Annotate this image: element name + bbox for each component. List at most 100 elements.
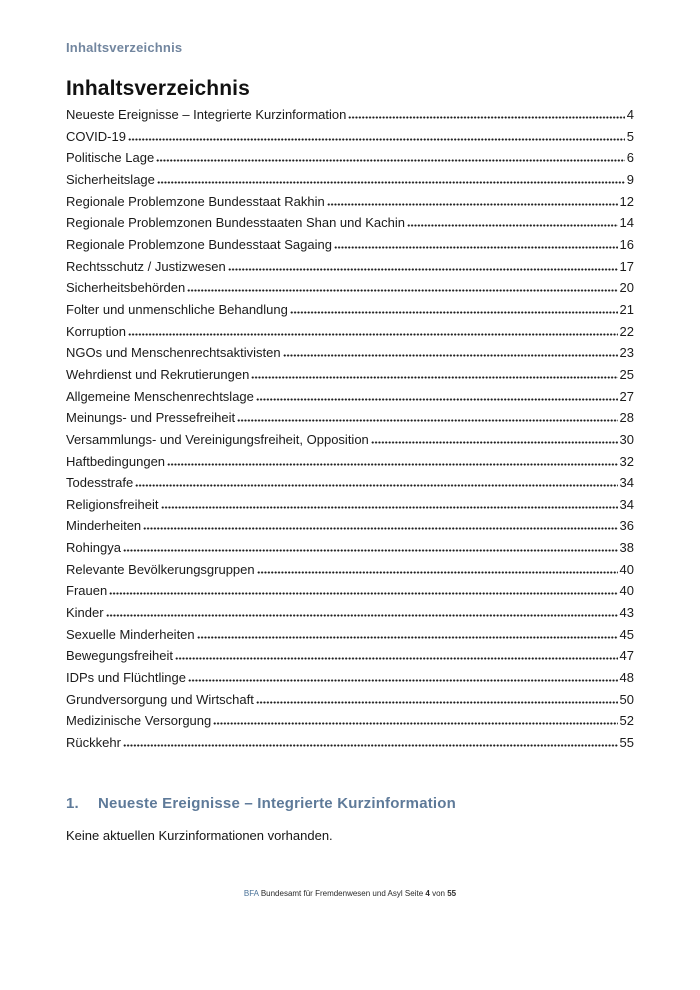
toc-entry-page: 17: [619, 258, 634, 274]
toc-entry[interactable]: IDPs und Flüchtlinge 48: [66, 670, 634, 692]
toc-entry-label: Sicherheitslage: [66, 171, 155, 187]
toc-entry[interactable]: Rückkehr 55: [66, 735, 634, 757]
toc-entry[interactable]: Neueste Ereignisse – Integrierte Kurzinf…: [66, 107, 634, 129]
toc-entry-page: 34: [619, 496, 634, 512]
toc-entry-label: Allgemeine Menschenrechtslage: [66, 388, 254, 404]
toc-entry-page: 55: [619, 735, 634, 751]
footer-page-total: 55: [447, 889, 457, 898]
toc-entry-label: Medizinische Versorgung: [66, 713, 212, 729]
section-number: 1.: [66, 795, 79, 812]
toc-entry-label: Todesstrafe: [66, 475, 134, 491]
toc-dot-leader: [174, 657, 618, 661]
toc-entry[interactable]: Relevante Bevölkerungsgruppen 40: [66, 562, 634, 584]
toc-entry[interactable]: Wehrdienst und Rekrutierungen 25: [66, 367, 634, 389]
toc-entry-label: COVID-19: [66, 128, 126, 144]
toc-entry[interactable]: Korruption 22: [66, 324, 634, 346]
toc-dot-leader: [122, 549, 618, 553]
toc-dot-leader: [156, 159, 625, 163]
toc-entry[interactable]: Sexuelle Minderheiten 45: [66, 627, 634, 649]
toc-entry-label: Folter und unmenschliche Behandlung: [66, 301, 288, 317]
toc-entry-page: 45: [619, 626, 634, 642]
toc-entry-page: 40: [619, 561, 634, 577]
toc-entry-label: NGOs und Menschenrechtsaktivisten: [66, 345, 281, 361]
toc-entry-label: Haftbedingungen: [66, 453, 166, 469]
toc-dot-leader: [255, 397, 618, 401]
toc-entry-label: Kinder: [66, 605, 104, 621]
body-text: Keine aktuellen Kurzinformationen vorhan…: [66, 828, 333, 843]
toc-dot-leader: [105, 614, 618, 618]
toc-entry-label: Neueste Ereignisse – Integrierte Kurzinf…: [66, 107, 347, 122]
toc-entry[interactable]: Allgemeine Menschenrechtslage 27: [66, 389, 634, 411]
toc-entry[interactable]: Sicherheitsbehörden 20: [66, 280, 634, 302]
toc-entry[interactable]: NGOs und Menschenrechtsaktivisten 23: [66, 345, 634, 367]
toc-dot-leader: [187, 289, 618, 293]
toc-entry-page: 16: [619, 236, 634, 252]
toc-entry-label: Rückkehr: [66, 735, 121, 751]
toc-entry[interactable]: Regionale Problemzonen Bundesstaaten Sha…: [66, 215, 634, 237]
toc-entry-page: 4: [626, 107, 634, 122]
toc-dot-leader: [256, 570, 618, 574]
toc-entry-page: 30: [619, 431, 634, 447]
toc-entry[interactable]: COVID-19 5: [66, 129, 634, 151]
toc-entry-page: 32: [619, 453, 634, 469]
table-of-contents: Neueste Ereignisse – Integrierte Kurzinf…: [66, 107, 634, 757]
running-header: Inhaltsverzeichnis: [66, 40, 183, 55]
toc-dot-leader: [213, 722, 618, 726]
toc-entry-page: 38: [619, 540, 634, 556]
toc-entry[interactable]: Regionale Problemzone Bundesstaat Sagain…: [66, 237, 634, 259]
footer-page-label: Seite: [404, 889, 424, 898]
toc-entry[interactable]: Regionale Problemzone Bundesstaat Rakhin…: [66, 194, 634, 216]
toc-entry[interactable]: Religionsfreiheit 34: [66, 497, 634, 519]
toc-entry-page: 23: [619, 345, 634, 361]
toc-entry[interactable]: Haftbedingungen 32: [66, 454, 634, 476]
toc-entry-page: 52: [619, 713, 634, 729]
toc-dot-leader: [289, 310, 618, 314]
toc-entry-page: 50: [619, 691, 634, 707]
toc-dot-leader: [196, 635, 618, 639]
toc-entry[interactable]: Frauen 40: [66, 583, 634, 605]
toc-entry-label: Rechtsschutz / Justizwesen: [66, 258, 226, 274]
toc-entry-label: Regionale Problemzonen Bundesstaaten Sha…: [66, 215, 405, 231]
toc-entry[interactable]: Minderheiten 36: [66, 518, 634, 540]
toc-entry[interactable]: Rechtsschutz / Justizwesen 17: [66, 259, 634, 281]
toc-entry-page: 14: [619, 215, 634, 231]
toc-entry-label: Sexuelle Minderheiten: [66, 626, 195, 642]
toc-dot-leader: [122, 744, 618, 748]
section-title: Neueste Ereignisse – Integrierte Kurzinf…: [98, 795, 457, 812]
toc-dot-leader: [160, 505, 618, 509]
toc-dot-leader: [167, 462, 618, 466]
toc-entry-label: Politische Lage: [66, 150, 155, 166]
toc-entry[interactable]: Politische Lage 6: [66, 150, 634, 172]
toc-entry-label: Meinungs- und Pressefreiheit: [66, 410, 236, 426]
toc-entry[interactable]: Rohingya 38: [66, 540, 634, 562]
toc-entry-page: 12: [619, 193, 634, 209]
toc-dot-leader: [135, 484, 618, 488]
toc-entry-page: 47: [619, 648, 634, 664]
toc-dot-leader: [156, 180, 625, 184]
toc-entry[interactable]: Meinungs- und Pressefreiheit 28: [66, 410, 634, 432]
toc-entry-page: 21: [619, 301, 634, 317]
toc-entry-page: 5: [626, 128, 634, 144]
toc-dot-leader: [187, 679, 618, 683]
section-heading: 1. Neueste Ereignisse – Integrierte Kurz…: [66, 795, 634, 812]
toc-entry-page: 27: [619, 388, 634, 404]
toc-entry[interactable]: Todesstrafe 34: [66, 475, 634, 497]
toc-entry-label: Minderheiten: [66, 518, 142, 534]
toc-entry-label: Relevante Bevölkerungsgruppen: [66, 561, 255, 577]
toc-entry[interactable]: Sicherheitslage 9: [66, 172, 634, 194]
toc-entry[interactable]: Versammlungs- und Vereinigungsfreiheit, …: [66, 432, 634, 454]
toc-entry-label: Regionale Problemzone Bundesstaat Rakhin: [66, 193, 325, 209]
toc-entry[interactable]: Bewegungsfreiheit 47: [66, 648, 634, 670]
toc-entry[interactable]: Grundversorgung und Wirtschaft 50: [66, 692, 634, 714]
toc-dot-leader: [237, 419, 618, 423]
toc-entry[interactable]: Medizinische Versorgung 52: [66, 713, 634, 735]
toc-dot-leader: [127, 332, 618, 336]
toc-entry[interactable]: Kinder 43: [66, 605, 634, 627]
toc-entry-label: Bewegungsfreiheit: [66, 648, 173, 664]
toc-entry-label: Regionale Problemzone Bundesstaat Sagain…: [66, 236, 332, 252]
toc-entry-page: 28: [619, 410, 634, 426]
toc-dot-leader: [406, 224, 618, 228]
page-title: Inhaltsverzeichnis: [66, 77, 250, 100]
toc-entry[interactable]: Folter und unmenschliche Behandlung 21: [66, 302, 634, 324]
toc-dot-leader: [333, 245, 618, 249]
